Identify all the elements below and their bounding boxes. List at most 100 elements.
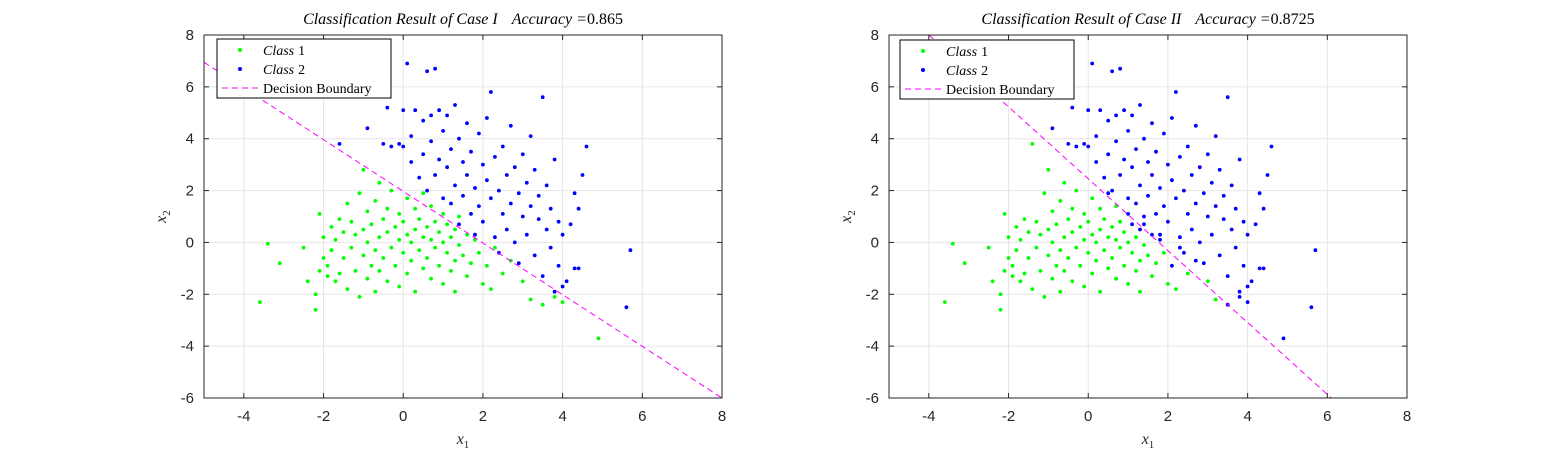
data-point xyxy=(528,204,533,209)
data-point xyxy=(357,191,362,196)
data-point xyxy=(1006,235,1011,240)
data-point xyxy=(445,165,449,170)
x-tick-label: 0 xyxy=(1084,408,1092,425)
y-axis-label-text: x xyxy=(838,216,855,224)
data-point xyxy=(1205,279,1210,284)
data-point xyxy=(1014,248,1019,253)
data-point xyxy=(1309,305,1314,310)
data-point xyxy=(540,302,545,307)
data-point xyxy=(1142,136,1146,141)
data-point xyxy=(405,232,410,237)
data-point xyxy=(377,180,382,185)
data-point xyxy=(453,258,457,263)
chart-title: Classification Result of Case I Accuracy … xyxy=(303,11,623,28)
data-point xyxy=(1114,276,1118,281)
legend-label: Class 2 xyxy=(263,63,305,78)
data-point xyxy=(986,245,991,250)
data-point xyxy=(950,241,955,246)
data-point xyxy=(1002,269,1007,273)
data-point xyxy=(441,196,445,201)
data-point xyxy=(1142,243,1146,247)
data-point xyxy=(449,201,453,206)
data-point xyxy=(508,123,513,128)
data-point xyxy=(385,279,390,284)
data-point xyxy=(1118,219,1122,224)
x-tick-label: 6 xyxy=(638,408,646,425)
data-point xyxy=(1058,248,1063,253)
data-point xyxy=(1154,261,1158,266)
data-point xyxy=(1217,167,1222,172)
data-point xyxy=(321,256,326,260)
data-point xyxy=(1110,69,1114,74)
data-point xyxy=(1217,253,1222,258)
x-tick-label: 0 xyxy=(399,408,407,425)
data-point xyxy=(1146,253,1150,258)
data-point xyxy=(1006,256,1011,260)
plot-contents xyxy=(928,35,1332,398)
y-tick-label: 8 xyxy=(186,27,194,44)
x-axis-label-sub: 1 xyxy=(464,439,470,450)
data-point xyxy=(1094,160,1099,164)
data-point xyxy=(536,193,541,198)
data-point xyxy=(1146,193,1150,198)
data-point xyxy=(1126,196,1130,201)
data-point xyxy=(1046,167,1051,172)
data-point xyxy=(445,250,449,255)
data-point xyxy=(1166,282,1170,286)
data-point xyxy=(337,142,342,146)
data-point xyxy=(385,230,390,235)
data-point xyxy=(401,144,406,149)
data-point xyxy=(1098,108,1103,113)
data-point xyxy=(1086,108,1091,113)
data-point xyxy=(321,235,326,240)
data-point xyxy=(369,263,374,268)
data-point xyxy=(1182,188,1186,193)
y-tick-label: -6 xyxy=(181,390,194,407)
x-axis-label-text: x xyxy=(456,431,464,448)
data-point xyxy=(1261,206,1266,211)
data-point xyxy=(1201,191,1206,196)
data-point xyxy=(1106,266,1111,271)
data-point xyxy=(512,165,517,170)
data-point xyxy=(628,248,633,253)
data-point xyxy=(1094,240,1099,245)
data-point xyxy=(453,289,457,294)
data-point xyxy=(365,240,370,245)
data-point xyxy=(345,201,350,206)
data-point xyxy=(1150,232,1154,237)
data-point xyxy=(1233,206,1238,211)
data-point xyxy=(1185,212,1190,216)
data-point xyxy=(1098,289,1103,294)
data-point xyxy=(305,279,310,284)
data-point xyxy=(1158,232,1162,237)
data-point xyxy=(1162,204,1166,209)
data-point xyxy=(1062,235,1067,240)
decision-boundary-line xyxy=(204,61,722,398)
x-tick-label: 2 xyxy=(479,408,487,425)
data-point xyxy=(1146,160,1150,164)
chart-title: Classification Result of Case II Accuracy… xyxy=(981,11,1314,28)
data-point xyxy=(1058,289,1063,294)
data-point xyxy=(540,95,545,100)
data-point xyxy=(998,292,1003,297)
data-point xyxy=(477,250,481,255)
data-point xyxy=(429,237,433,242)
data-point xyxy=(1102,175,1107,180)
y-tick-label: 2 xyxy=(871,183,879,200)
data-point xyxy=(1201,261,1206,266)
data-point xyxy=(1074,245,1079,250)
data-point xyxy=(990,279,995,284)
data-point xyxy=(520,152,525,157)
data-point xyxy=(1074,144,1079,149)
data-point xyxy=(1070,230,1075,235)
data-point xyxy=(325,263,330,268)
data-point xyxy=(548,206,553,211)
data-point xyxy=(1170,178,1174,183)
data-point xyxy=(385,206,390,211)
data-point xyxy=(1193,258,1198,263)
data-point xyxy=(437,108,441,113)
data-point xyxy=(524,180,529,185)
data-point xyxy=(1070,206,1075,211)
data-point xyxy=(1229,227,1234,232)
